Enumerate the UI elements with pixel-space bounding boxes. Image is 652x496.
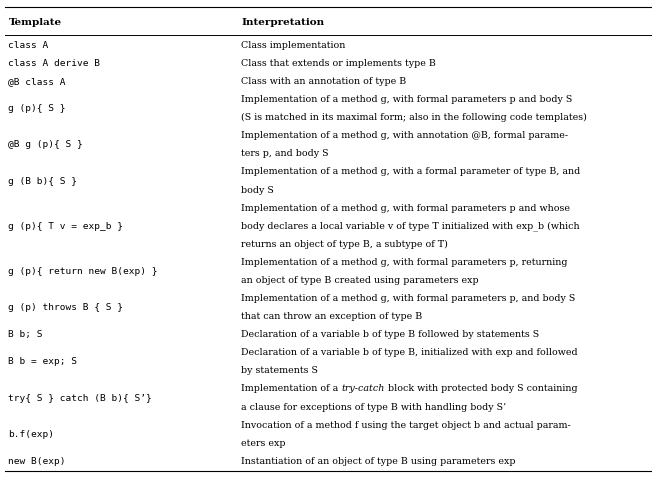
Text: Instantiation of an object of type B using parameters exp: Instantiation of an object of type B usi… xyxy=(241,457,516,466)
Text: Declaration of a variable b of type B, initialized with exp and followed: Declaration of a variable b of type B, i… xyxy=(241,348,578,357)
Text: class A derive B: class A derive B xyxy=(8,59,100,68)
Text: class A: class A xyxy=(8,41,49,50)
Text: Template: Template xyxy=(8,18,61,27)
Text: try-catch: try-catch xyxy=(342,384,385,393)
Text: Class with an annotation of type B: Class with an annotation of type B xyxy=(241,77,406,86)
Text: new B(exp): new B(exp) xyxy=(8,457,66,466)
Text: g (p){ S }: g (p){ S } xyxy=(8,104,66,113)
Text: eters exp: eters exp xyxy=(241,438,286,448)
Text: b.f(exp): b.f(exp) xyxy=(8,430,55,438)
Text: that can throw an exception of type B: that can throw an exception of type B xyxy=(241,312,422,321)
Text: Class that extends or implements type B: Class that extends or implements type B xyxy=(241,59,436,68)
Text: g (p) throws B { S }: g (p) throws B { S } xyxy=(8,303,123,312)
Text: a clause for exceptions of type B with handling body S’: a clause for exceptions of type B with h… xyxy=(241,403,507,412)
Text: Implementation of a method g, with formal parameters p and whose: Implementation of a method g, with forma… xyxy=(241,204,570,213)
Text: Class implementation: Class implementation xyxy=(241,41,346,50)
Text: @B class A: @B class A xyxy=(8,77,66,86)
Text: Implementation of a: Implementation of a xyxy=(241,384,342,393)
Text: g (p){ return new B(exp) }: g (p){ return new B(exp) } xyxy=(8,267,158,276)
Text: an object of type B created using parameters exp: an object of type B created using parame… xyxy=(241,276,479,285)
Text: Implementation of a method g, with formal parameters p, and body S: Implementation of a method g, with forma… xyxy=(241,294,576,303)
Text: Invocation of a method f using the target object b and actual param-: Invocation of a method f using the targe… xyxy=(241,421,571,430)
Text: (S is matched in its maximal form; also in the following code templates): (S is matched in its maximal form; also … xyxy=(241,113,587,123)
Text: Implementation of a method g, with formal parameters p and body S: Implementation of a method g, with forma… xyxy=(241,95,572,104)
Text: try{ S } catch (B b){ S’}: try{ S } catch (B b){ S’} xyxy=(8,393,152,403)
Text: g (p){ T v = exp_b }: g (p){ T v = exp_b } xyxy=(8,222,123,231)
Text: returns an object of type B, a subtype of T): returns an object of type B, a subtype o… xyxy=(241,240,448,249)
Text: block with protected body S containing: block with protected body S containing xyxy=(385,384,578,393)
Text: body S: body S xyxy=(241,186,274,194)
Text: by statements S: by statements S xyxy=(241,367,318,375)
Text: Declaration of a variable b of type B followed by statements S: Declaration of a variable b of type B fo… xyxy=(241,330,539,339)
Text: B b = exp; S: B b = exp; S xyxy=(8,357,78,367)
Text: Implementation of a method g, with formal parameters p, returning: Implementation of a method g, with forma… xyxy=(241,258,568,267)
Text: Implementation of a method g, with a formal parameter of type B, and: Implementation of a method g, with a for… xyxy=(241,168,580,177)
Text: Interpretation: Interpretation xyxy=(241,18,324,27)
Text: ters p, and body S: ters p, and body S xyxy=(241,149,329,158)
Text: @B g (p){ S }: @B g (p){ S } xyxy=(8,140,83,149)
Text: Implementation of a method g, with annotation @B, formal parame-: Implementation of a method g, with annot… xyxy=(241,131,569,140)
Text: g (B b){ S }: g (B b){ S } xyxy=(8,177,78,186)
Text: body declares a local variable v of type T initialized with exp_b (which: body declares a local variable v of type… xyxy=(241,221,580,231)
Text: B b; S: B b; S xyxy=(8,330,43,339)
